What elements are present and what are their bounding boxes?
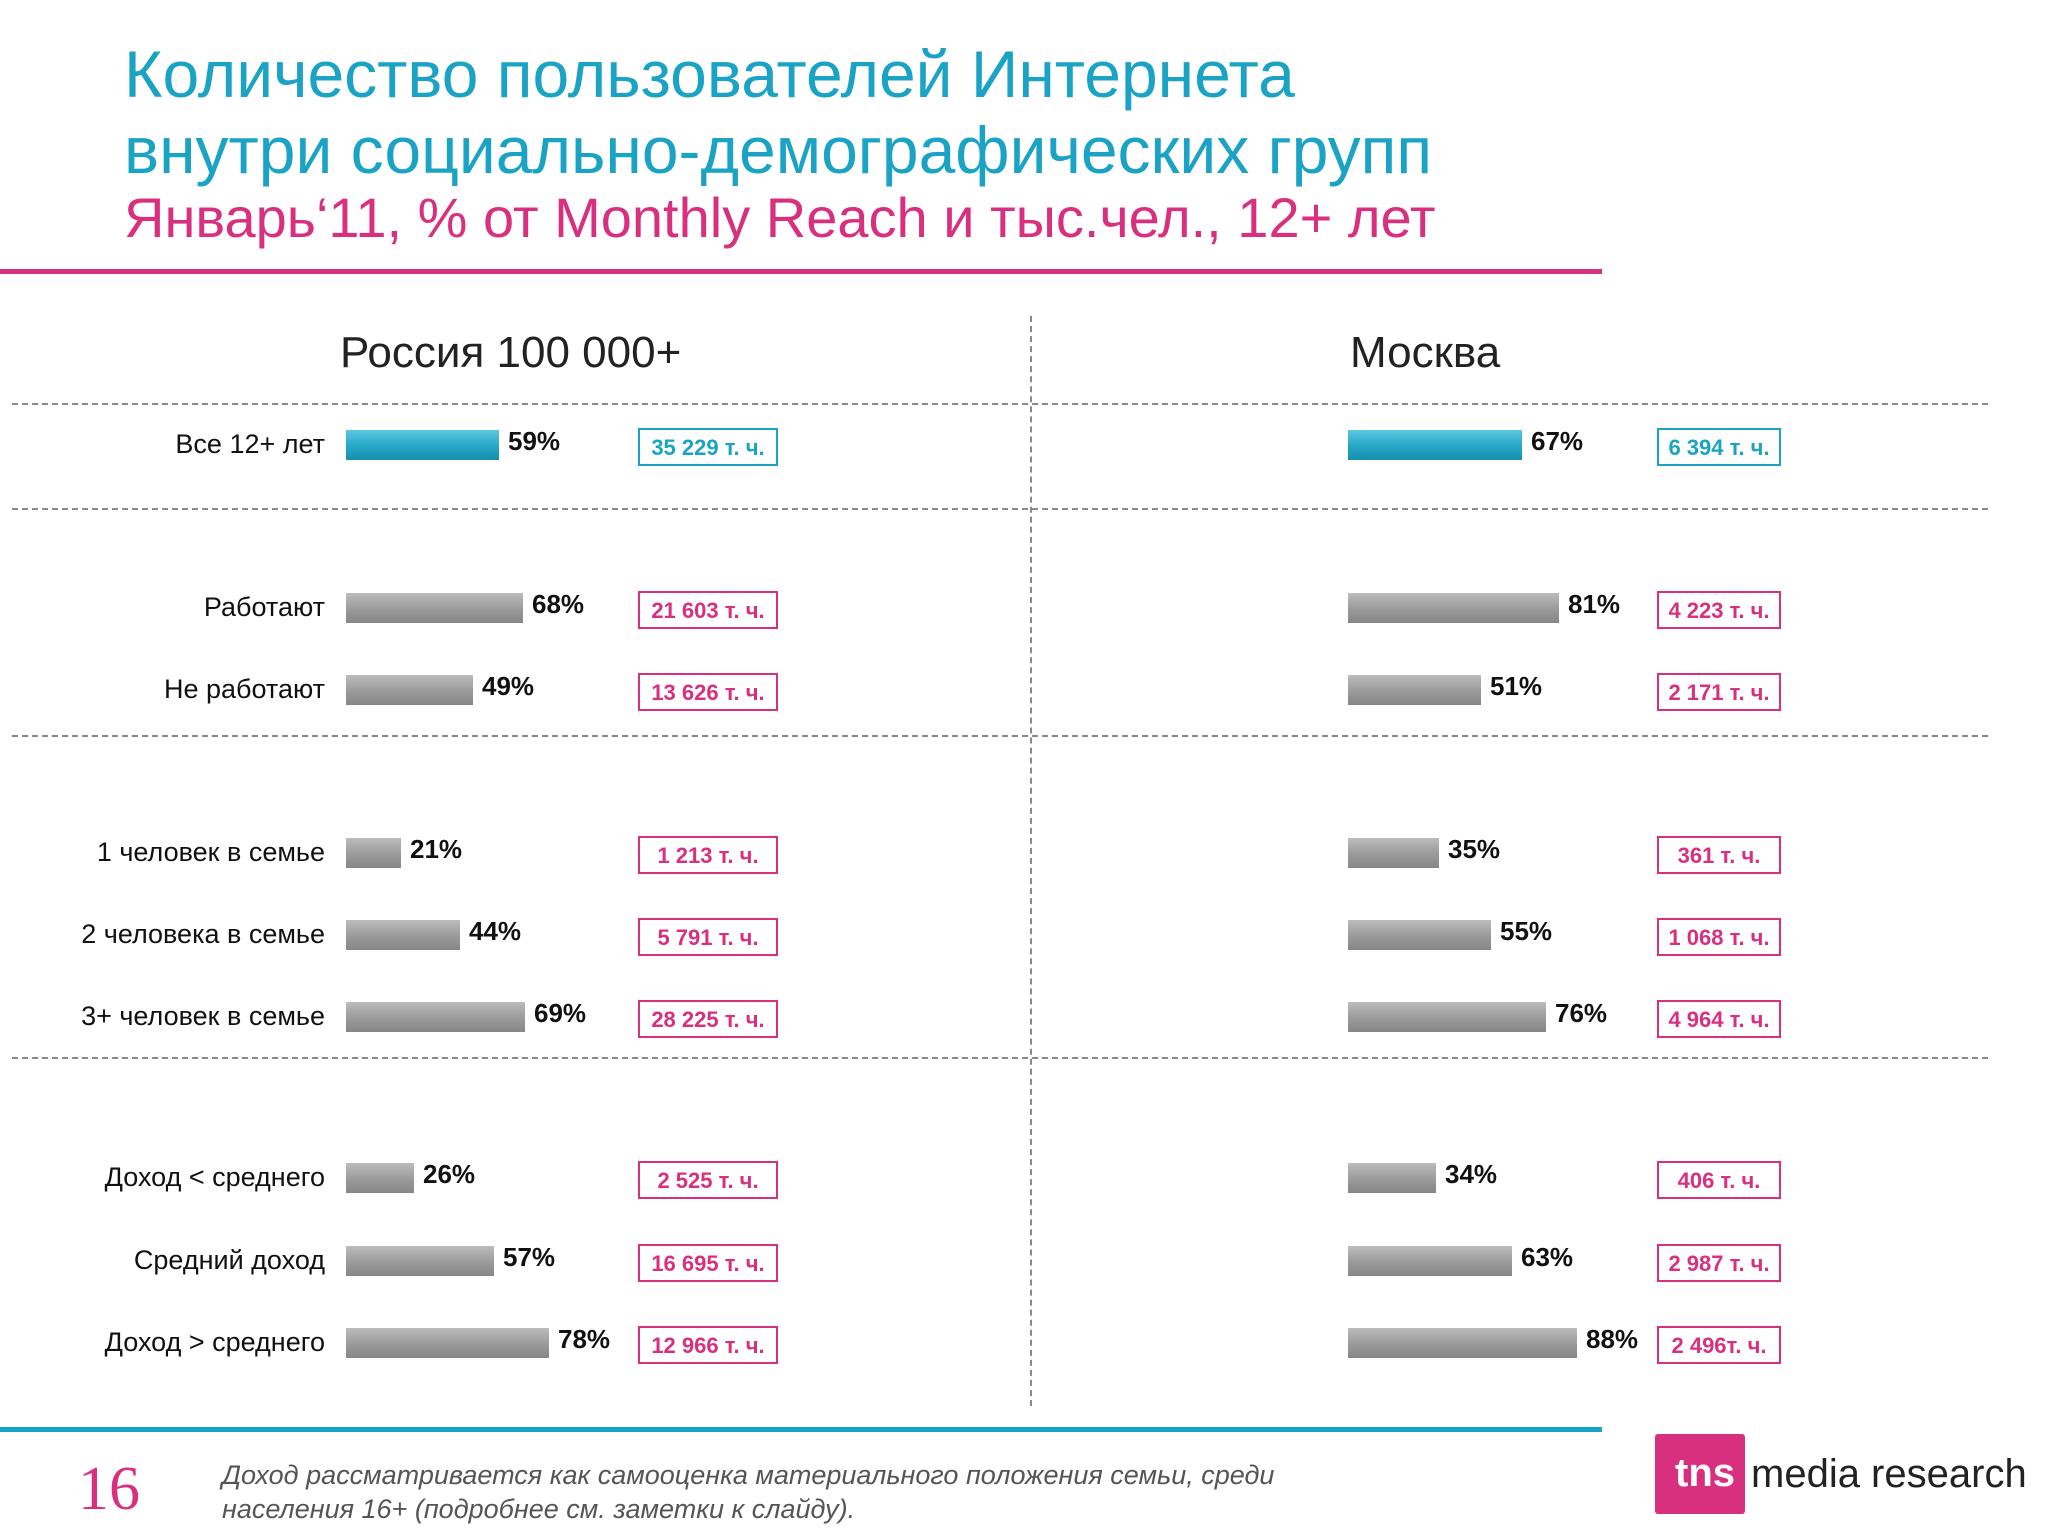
data-label: 55% <box>1500 916 1553 946</box>
value-badge: 6 394 т. ч. <box>1657 428 1781 466</box>
bar <box>1348 920 1491 950</box>
page-number: 16 <box>78 1455 140 1523</box>
section-divider <box>12 735 1988 737</box>
header-divider <box>0 269 1602 274</box>
data-label: 26% <box>423 1159 476 1189</box>
value-badge: 21 603 т. ч. <box>638 591 778 629</box>
value-badge: 406 т. ч. <box>1657 1161 1781 1199</box>
section-divider <box>12 403 1988 405</box>
section-divider <box>12 1057 1988 1059</box>
row-label: Средний доход <box>133 1245 325 1275</box>
row-label: 2 человека в семье <box>81 919 325 949</box>
slide-title: Количество пользователей Интернета внутр… <box>124 36 1432 188</box>
data-label: 49% <box>482 671 535 701</box>
value-badge: 13 626 т. ч. <box>638 673 778 711</box>
data-label: 88% <box>1586 1324 1639 1354</box>
data-label: 76% <box>1555 998 1608 1028</box>
data-label: 67% <box>1531 426 1584 456</box>
section-divider <box>12 508 1988 510</box>
data-label: 44% <box>469 916 522 946</box>
value-badge: 2 525 т. ч. <box>638 1161 778 1199</box>
bar <box>1348 1246 1512 1276</box>
bar <box>346 593 523 623</box>
footnote: Доход рассматривается как самооценка мат… <box>222 1458 1422 1526</box>
bar <box>346 1246 494 1276</box>
bar <box>1348 838 1439 868</box>
data-label: 35% <box>1448 834 1501 864</box>
data-label: 63% <box>1521 1242 1574 1272</box>
logo-text: media research <box>1751 1451 2027 1496</box>
value-badge: 4 964 т. ч. <box>1657 1000 1781 1038</box>
footnote-line-1: Доход рассматривается как самооценка мат… <box>222 1460 1275 1490</box>
bar <box>1348 675 1481 705</box>
data-label: 21% <box>410 834 463 864</box>
bar <box>346 675 473 705</box>
row-label: Доход < среднего <box>104 1162 325 1192</box>
row-label: Доход > среднего <box>104 1327 325 1357</box>
panel-divider <box>1030 316 1032 1406</box>
row-label: 1 человек в семье <box>96 837 325 867</box>
title-line-2: внутри социально-демографических групп <box>124 113 1433 187</box>
tns-logo: tns media research <box>1655 1434 2027 1514</box>
bar <box>346 838 401 868</box>
value-badge: 28 225 т. ч. <box>638 1000 778 1038</box>
row-label: 3+ человек в семье <box>81 1001 325 1031</box>
bar <box>346 1328 549 1358</box>
value-badge: 2 496т. ч. <box>1657 1326 1781 1364</box>
value-badge: 2 987 т. ч. <box>1657 1244 1781 1282</box>
bar <box>1348 1002 1546 1032</box>
panel-title-russia: Россия 100 000+ <box>340 328 682 377</box>
bar <box>1348 1163 1436 1193</box>
value-badge: 35 229 т. ч. <box>638 428 778 466</box>
value-badge: 361 т. ч. <box>1657 836 1781 874</box>
value-badge: 2 171 т. ч. <box>1657 673 1781 711</box>
footnote-line-2: населения 16+ (подробнее см. заметки к с… <box>222 1494 856 1524</box>
data-label: 68% <box>532 589 585 619</box>
row-label: Не работают <box>163 674 325 704</box>
bar <box>346 430 499 460</box>
bar <box>1348 593 1559 623</box>
data-label: 81% <box>1568 589 1621 619</box>
bar <box>1348 430 1522 460</box>
value-badge: 1 068 т. ч. <box>1657 918 1781 956</box>
value-badge: 16 695 т. ч. <box>638 1244 778 1282</box>
title-line-1: Количество пользователей Интернета <box>124 37 1295 111</box>
value-badge: 4 223 т. ч. <box>1657 591 1781 629</box>
data-label: 57% <box>503 1242 556 1272</box>
slide-subtitle: Январь‘11, % от Monthly Reach и тыс.чел.… <box>124 186 1436 249</box>
panel-title-moscow: Москва <box>1350 328 1501 377</box>
logo-mark: tns <box>1655 1434 1745 1514</box>
bar <box>346 1163 414 1193</box>
bar <box>346 920 460 950</box>
value-badge: 12 966 т. ч. <box>638 1326 778 1364</box>
data-label: 69% <box>534 998 587 1028</box>
data-label: 78% <box>558 1324 611 1354</box>
bar <box>346 1002 525 1032</box>
data-label: 59% <box>508 426 561 456</box>
data-label: 51% <box>1490 671 1543 701</box>
row-label: Работают <box>203 592 325 622</box>
data-label: 34% <box>1445 1159 1498 1189</box>
value-badge: 5 791 т. ч. <box>638 918 778 956</box>
value-badge: 1 213 т. ч. <box>638 836 778 874</box>
bar <box>1348 1328 1577 1358</box>
footer-divider <box>0 1427 1602 1432</box>
row-label: Все 12+ лет <box>175 429 325 459</box>
